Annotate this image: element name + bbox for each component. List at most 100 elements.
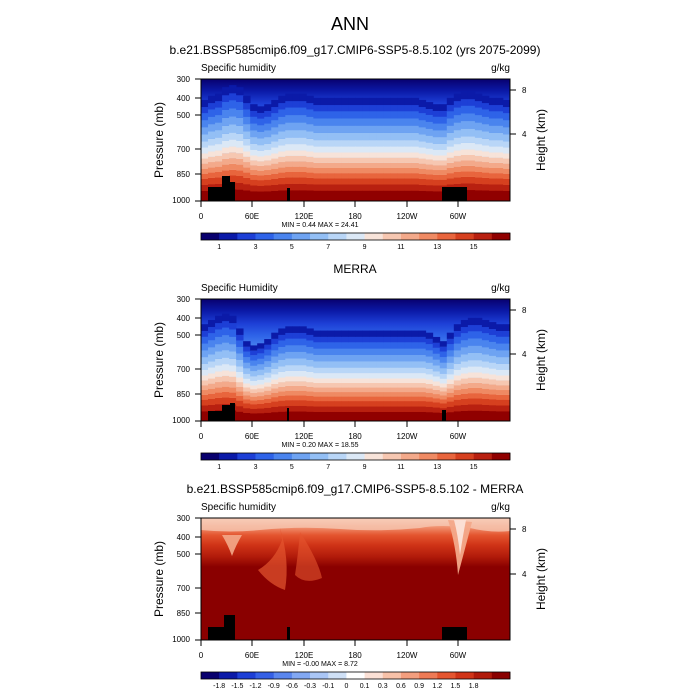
colorbar-box — [437, 672, 456, 679]
colorbar-box — [237, 453, 256, 460]
panel-subtitle-right: g/kg — [491, 283, 510, 294]
x-tick-label: 60W — [450, 212, 467, 221]
humidity-cell — [278, 145, 286, 152]
humidity-cell — [306, 109, 314, 117]
humidity-cell — [250, 408, 258, 414]
humidity-cell — [292, 161, 300, 167]
panel-title: b.e21.BSSP585cmip6.f09_g17.CMIP6-SSP5-8.… — [170, 43, 541, 57]
humidity-cell — [411, 111, 420, 119]
humidity-cell — [446, 152, 455, 158]
humidity-cell — [439, 362, 448, 369]
x-ticks: 0 60E 120E 180 120W 60W — [199, 212, 467, 221]
humidity-cell — [320, 167, 328, 174]
humidity-cell — [425, 350, 434, 357]
humidity-cell — [348, 167, 356, 174]
humidity-cell — [446, 105, 455, 112]
humidity-cell — [488, 379, 497, 385]
humidity-cell — [488, 184, 497, 191]
humidity-cell — [201, 99, 209, 108]
humidity-cell — [208, 177, 216, 185]
humidity-cell — [327, 118, 335, 126]
humidity-cell — [285, 161, 293, 167]
humidity-cell — [327, 361, 335, 368]
humidity-cell — [383, 173, 392, 179]
humidity-cell — [467, 398, 476, 405]
humidity-cell — [348, 406, 356, 412]
humidity-cell — [404, 342, 413, 349]
humidity-cell — [222, 370, 230, 376]
humidity-cell — [488, 152, 497, 158]
colorbar-box — [328, 233, 347, 240]
humidity-cell — [502, 390, 511, 395]
humidity-cell — [327, 396, 335, 402]
humidity-cell — [460, 149, 469, 155]
humidity-cell — [306, 138, 314, 146]
humidity-cell — [278, 167, 286, 173]
humidity-cell — [341, 184, 349, 191]
humidity-cell — [404, 190, 413, 201]
humidity-cell — [208, 398, 216, 405]
humidity-cell — [439, 155, 448, 161]
humidity-cell — [355, 392, 363, 397]
humidity-cell — [460, 155, 469, 161]
humidity-cell — [271, 107, 279, 114]
humidity-cell — [502, 369, 511, 376]
humidity-cell — [488, 334, 497, 342]
humidity-cell — [383, 118, 392, 126]
colorbar-label: 9 — [363, 464, 367, 471]
humidity-cell — [229, 146, 237, 153]
humidity-cell — [222, 133, 230, 141]
humidity-cell — [222, 321, 230, 328]
humidity-cell — [250, 143, 258, 150]
humidity-cell — [313, 383, 321, 388]
humidity-cell — [488, 389, 497, 395]
humidity-cell — [362, 146, 370, 153]
humidity-cell — [278, 371, 286, 378]
humidity-cell — [292, 395, 300, 401]
humidity-cell — [215, 122, 223, 131]
humidity-cell — [495, 162, 504, 168]
humidity-cell — [502, 99, 511, 108]
humidity-cell — [481, 184, 490, 191]
y-tick-label: 300 — [177, 75, 191, 84]
humidity-cell — [341, 118, 349, 126]
humidity-cell — [383, 401, 392, 407]
humidity-cell — [236, 189, 244, 201]
humidity-cell — [439, 123, 448, 131]
humidity-cell — [229, 152, 237, 159]
humidity-cell — [229, 323, 237, 330]
colorbar-frame — [200, 232, 511, 241]
humidity-cell — [474, 352, 483, 361]
humidity-cell — [243, 124, 251, 132]
humidity-cell — [236, 158, 244, 165]
humidity-cell — [495, 105, 504, 112]
humidity-cell — [411, 162, 420, 168]
humidity-cell — [369, 140, 377, 147]
humidity-cell — [348, 178, 356, 185]
humidity-cell — [495, 336, 504, 344]
humidity-cell — [502, 168, 511, 174]
x-tick-label: 180 — [348, 212, 362, 221]
humidity-cell — [327, 173, 335, 179]
humidity-cell — [425, 356, 434, 363]
humidity-cell — [341, 178, 349, 185]
humidity-cell — [474, 166, 483, 172]
humidity-cell — [369, 378, 377, 384]
humidity-cell — [481, 398, 490, 405]
humidity-cell — [299, 155, 307, 162]
humidity-cell — [208, 109, 216, 117]
humidity-cell — [201, 190, 209, 201]
humidity-cell — [474, 410, 483, 421]
humidity-cell — [376, 367, 384, 374]
humidity-cell — [502, 158, 511, 164]
humidity-cell — [264, 110, 272, 117]
humidity-cell — [425, 142, 434, 149]
humidity-cell — [292, 381, 300, 386]
humidity-cell — [215, 172, 223, 178]
colorbar-box — [491, 233, 511, 240]
humidity-cell — [222, 335, 230, 343]
humidity-cell — [411, 118, 420, 126]
humidity-cell — [495, 157, 504, 163]
humidity-cell — [222, 140, 230, 148]
humidity-cell — [355, 132, 363, 141]
